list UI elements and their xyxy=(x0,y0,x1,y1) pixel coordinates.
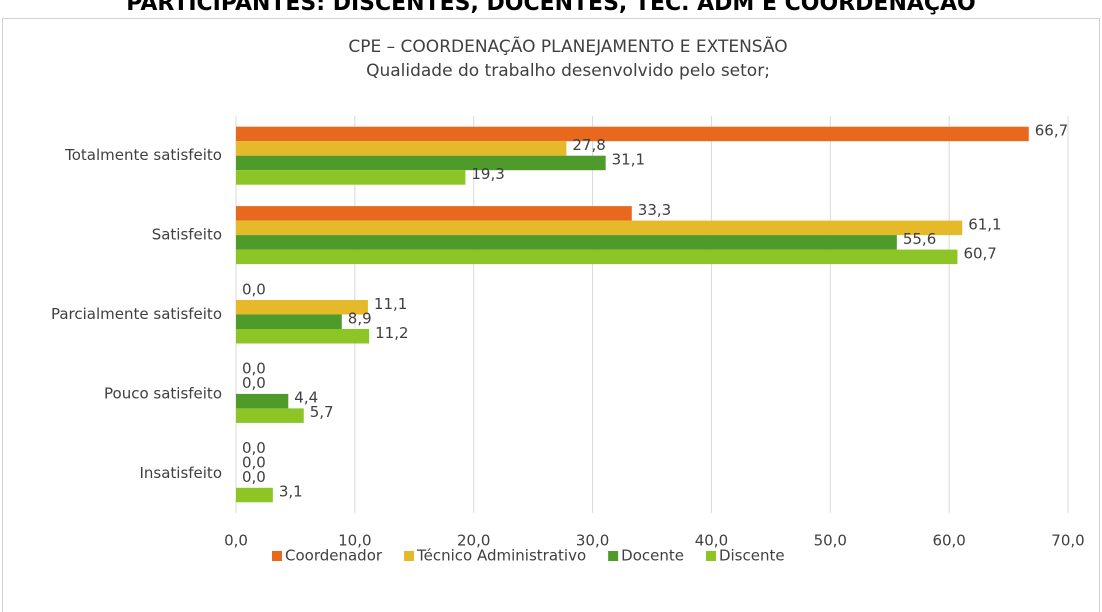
x-tick-label: 10,0 xyxy=(338,532,371,550)
bar xyxy=(236,300,368,315)
legend-swatch xyxy=(272,551,282,561)
x-tick-label: 30,0 xyxy=(576,532,609,550)
y-tick-label: Pouco satisfeito xyxy=(104,384,222,402)
data-label: 11,2 xyxy=(375,324,408,342)
x-tick-label: 0,0 xyxy=(224,532,248,550)
legend-label: Docente xyxy=(621,547,684,565)
legend-swatch xyxy=(705,551,716,561)
bar xyxy=(236,393,289,409)
page-title: PARTICIPANTES: DISCENTES, DOCENTES, TEC.… xyxy=(126,0,976,16)
x-tick-label: 20,0 xyxy=(457,532,490,550)
bar xyxy=(236,126,1029,142)
x-tick-label: 60,0 xyxy=(932,532,965,550)
legend-label: Discente xyxy=(719,547,785,565)
bar xyxy=(236,220,963,236)
bar xyxy=(236,249,958,265)
bar xyxy=(236,170,466,185)
y-tick-label: Totalmente satisfeito xyxy=(64,146,222,164)
chart-title: CPE – COORDENAÇÃO PLANEJAMENTO E EXTENSÃ… xyxy=(348,35,787,57)
legend-swatch xyxy=(404,551,415,561)
data-label: 0,0 xyxy=(242,374,266,392)
data-label: 27,8 xyxy=(572,136,605,154)
data-label: 0,0 xyxy=(242,439,266,457)
x-tick-label: 70,0 xyxy=(1051,532,1084,550)
bar xyxy=(236,235,897,250)
y-tick-label: Parcialmente satisfeito xyxy=(51,305,222,323)
bar xyxy=(236,408,304,423)
data-label: 19,3 xyxy=(471,165,504,183)
data-label: 66,7 xyxy=(1035,121,1068,139)
bar xyxy=(236,487,273,503)
data-label: 3,1 xyxy=(279,483,303,501)
x-tick-label: 40,0 xyxy=(695,532,728,550)
data-label: 55,6 xyxy=(903,230,936,248)
data-label: 61,1 xyxy=(968,215,1001,233)
bar xyxy=(236,141,567,156)
bar xyxy=(236,206,632,221)
data-label: 0,0 xyxy=(242,468,266,486)
bar xyxy=(236,155,606,171)
chart-subtitle: Qualidade do trabalho desenvolvido pelo … xyxy=(366,61,770,81)
y-tick-label: Satisfeito xyxy=(152,226,222,244)
data-label: 5,7 xyxy=(310,403,334,421)
bar xyxy=(236,314,342,329)
legend-swatch xyxy=(608,551,619,561)
data-label: 33,3 xyxy=(638,201,671,219)
legend-label: Coordenador xyxy=(285,547,383,565)
data-label: 4,4 xyxy=(294,389,318,407)
data-label: 0,0 xyxy=(242,360,266,378)
chart-frame xyxy=(2,18,1100,612)
data-label: 8,9 xyxy=(348,309,372,327)
data-label: 0,0 xyxy=(242,454,266,472)
legend-label: Técnico Administrativo xyxy=(416,547,586,565)
data-label: 0,0 xyxy=(242,280,266,298)
x-tick-label: 50,0 xyxy=(814,532,847,550)
data-label: 31,1 xyxy=(612,150,645,168)
data-label: 11,1 xyxy=(374,295,407,313)
y-tick-label: Insatisfeito xyxy=(139,464,222,482)
data-label: 60,7 xyxy=(963,244,996,262)
bar xyxy=(236,329,370,344)
